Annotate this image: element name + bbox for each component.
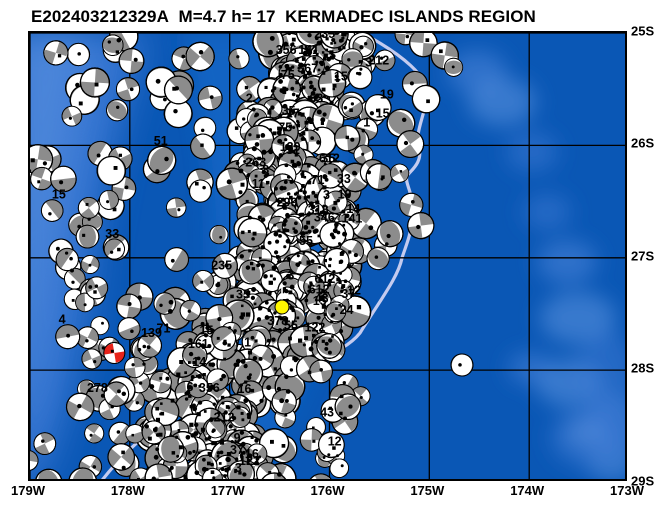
svg-text:15: 15 [200,323,214,337]
svg-text:346: 346 [314,211,335,225]
svg-text:367: 367 [297,61,318,75]
svg-text:43: 43 [320,406,334,420]
svg-text:235: 235 [314,33,335,41]
svg-text:161: 161 [188,337,209,351]
svg-text:1: 1 [363,116,370,130]
svg-text:19: 19 [380,88,394,102]
svg-text:139: 139 [141,326,162,340]
svg-text:11: 11 [252,177,265,191]
svg-text:122: 122 [305,320,326,334]
svg-text:3: 3 [323,188,330,202]
svg-text:299: 299 [277,195,298,209]
svg-text:19: 19 [338,187,352,201]
svg-text:63: 63 [309,91,323,105]
svg-text:16: 16 [238,382,252,396]
svg-text:612: 612 [319,152,340,166]
svg-text:356: 356 [276,43,297,57]
svg-text:33: 33 [105,227,119,241]
svg-text:141: 141 [298,43,319,57]
svg-text:51: 51 [286,143,300,157]
svg-text:3: 3 [235,461,242,475]
svg-text:212: 212 [368,54,389,68]
svg-text:235: 235 [211,258,232,272]
svg-text:16: 16 [245,447,259,461]
svg-text:71: 71 [311,173,325,187]
svg-text:6: 6 [187,380,194,394]
svg-text:14: 14 [192,355,206,369]
svg-text:15: 15 [52,188,66,202]
svg-text:356: 356 [199,381,220,395]
svg-text:212: 212 [214,411,235,425]
svg-text:15: 15 [334,69,348,83]
svg-text:55: 55 [284,318,298,332]
svg-text:35: 35 [282,104,296,118]
svg-text:8: 8 [262,163,269,177]
svg-text:278: 278 [87,381,108,395]
svg-text:33: 33 [337,172,351,186]
svg-text:24: 24 [340,303,354,317]
svg-text:4: 4 [59,313,66,327]
svg-text:3: 3 [287,269,294,283]
svg-text:15: 15 [376,106,390,120]
svg-text:2: 2 [246,92,253,106]
svg-text:75: 75 [281,68,295,82]
svg-text:14: 14 [346,202,360,216]
svg-text:35: 35 [236,288,250,302]
svg-text:51: 51 [154,134,168,148]
svg-text:612: 612 [309,283,330,297]
svg-text:75: 75 [278,120,292,134]
svg-text:9: 9 [234,431,241,445]
svg-text:1: 1 [244,335,251,349]
svg-text:55: 55 [299,234,313,248]
svg-text:12: 12 [328,435,342,449]
svg-text:37: 37 [341,287,355,301]
